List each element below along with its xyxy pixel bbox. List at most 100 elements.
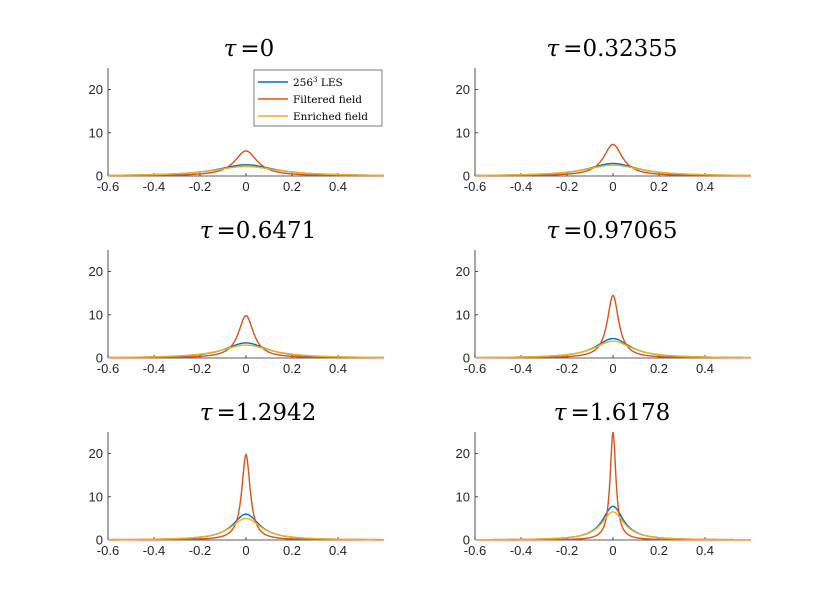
y-tick-label: 20 — [89, 82, 103, 97]
tau-value: =0.32355 — [563, 36, 677, 62]
series-line — [108, 150, 384, 177]
x-tick-label: 0.4 — [696, 361, 714, 376]
x-tick-label: -0.6 — [97, 179, 119, 194]
tau-symbol: τ — [546, 218, 560, 244]
y-tick-label: 10 — [456, 125, 470, 140]
x-tick-label: -0.2 — [556, 543, 578, 558]
tau-value: =0 — [240, 36, 274, 62]
tau-symbol: τ — [224, 36, 238, 62]
tau-symbol: τ — [546, 36, 560, 62]
x-tick-label: 0.4 — [696, 543, 714, 558]
x-tick-label: -0.4 — [510, 179, 532, 194]
y-tick-label: 20 — [456, 446, 470, 461]
y-tick-label: 0 — [96, 533, 103, 548]
y-tick-label: 0 — [96, 351, 103, 366]
tau-value: =0.6471 — [216, 218, 316, 244]
x-tick-label: 0 — [242, 179, 249, 194]
y-tick-label: 10 — [456, 489, 470, 504]
series-line — [475, 511, 751, 541]
legend-label-base: Enriched field — [293, 111, 368, 123]
legend-label: 2563 LES — [293, 76, 343, 89]
y-tick-label: 20 — [89, 264, 103, 279]
y-tick-label: 0 — [96, 169, 103, 184]
series-line — [475, 431, 751, 541]
tau-symbol: τ — [554, 400, 568, 426]
legend-label: Filtered field — [293, 94, 362, 106]
panel-title: τ =1.2942 — [200, 400, 316, 426]
panel-title: τ =0.32355 — [546, 36, 677, 62]
x-tick-label: -0.2 — [189, 179, 211, 194]
x-tick-label: -0.2 — [189, 361, 211, 376]
y-tick-label: 20 — [89, 446, 103, 461]
panel-2: τ =0.32355 -0.6 -0.4 -0.2 0 0.2 0.4 0 10 20 — [456, 36, 752, 194]
x-tick-label: 0.4 — [329, 179, 347, 194]
series-line — [107, 452, 385, 541]
tau-value: =1.2942 — [216, 400, 316, 426]
tau-symbol: τ — [200, 218, 214, 244]
panel-5: τ =1.2942 -0.6 -0.4 -0.2 0 0.2 0.4 0 10 20 — [89, 400, 385, 558]
tau-value: =0.97065 — [563, 218, 677, 244]
legend: 2563 LES Filtered field Enriched field — [253, 69, 383, 127]
x-tick-label: -0.2 — [189, 543, 211, 558]
x-tick-label: 0 — [609, 361, 616, 376]
panel-title: τ =1.6178 — [554, 400, 670, 426]
y-tick-label: 10 — [89, 489, 103, 504]
panel-title: τ =0.6471 — [200, 218, 316, 244]
x-tick-label: 0.2 — [650, 543, 668, 558]
y-tick-label: 10 — [89, 125, 103, 140]
y-tick-label: 20 — [456, 82, 470, 97]
panel-1: τ =0 -0.6 -0.4 -0.2 0 0.2 0.4 0 10 20 2563 LES Filte… — [89, 36, 385, 194]
x-tick-label: -0.6 — [97, 361, 119, 376]
legend-label-base: Filtered field — [293, 94, 362, 106]
x-tick-label: 0.2 — [283, 179, 301, 194]
x-tick-label: -0.4 — [143, 361, 165, 376]
x-tick-label: 0.2 — [283, 361, 301, 376]
panel-6: τ =1.6178 -0.6 -0.4 -0.2 0 0.2 0.4 0 10 20 — [456, 400, 751, 558]
legend-label-sup: 3 — [313, 76, 317, 84]
y-tick-label: 0 — [463, 169, 470, 184]
x-tick-label: -0.4 — [510, 361, 532, 376]
x-tick-label: 0.2 — [650, 361, 668, 376]
x-tick-label: 0.2 — [650, 179, 668, 194]
x-tick-label: -0.6 — [464, 543, 486, 558]
x-tick-label: -0.4 — [143, 179, 165, 194]
x-tick-label: -0.6 — [464, 361, 486, 376]
x-tick-label: 0 — [609, 179, 616, 194]
series-line — [475, 164, 751, 177]
tau-symbol: τ — [200, 400, 214, 426]
series-line — [475, 340, 751, 359]
series-line — [475, 143, 751, 177]
legend-label: Enriched field — [293, 111, 368, 123]
y-tick-label: 10 — [89, 307, 103, 322]
y-tick-label: 20 — [456, 264, 470, 279]
series-line — [108, 517, 384, 541]
x-tick-label: 0.2 — [283, 543, 301, 558]
panel-3: τ =0.6471 -0.6 -0.4 -0.2 0 0.2 0.4 0 10 20 — [89, 218, 385, 376]
x-tick-label: 0.4 — [329, 543, 347, 558]
x-tick-label: -0.4 — [510, 543, 532, 558]
panel-title: τ =0.97065 — [546, 218, 677, 244]
y-tick-label: 0 — [463, 533, 470, 548]
x-tick-label: 0 — [609, 543, 616, 558]
x-tick-label: -0.2 — [556, 361, 578, 376]
x-tick-label: -0.6 — [97, 543, 119, 558]
series-line — [107, 344, 385, 359]
series-line — [475, 294, 751, 359]
panel-title: τ =0 — [224, 36, 275, 62]
legend-label-base: 256 — [293, 77, 313, 89]
x-tick-label: 0.4 — [329, 361, 347, 376]
tau-value: =1.6178 — [570, 400, 670, 426]
legend-label-rest: LES — [318, 77, 343, 89]
y-tick-label: 0 — [463, 351, 470, 366]
x-tick-label: -0.6 — [464, 179, 486, 194]
x-tick-label: 0 — [242, 361, 249, 376]
y-tick-label: 10 — [456, 307, 470, 322]
x-tick-label: 0 — [242, 543, 249, 558]
panel-4: τ =0.97065 -0.6 -0.4 -0.2 0 0.2 0.4 0 10 20 — [456, 218, 751, 376]
series-line — [108, 165, 384, 176]
x-tick-label: -0.2 — [556, 179, 578, 194]
series-line — [108, 314, 384, 359]
x-tick-label: 0.4 — [696, 179, 714, 194]
x-tick-label: -0.4 — [143, 543, 165, 558]
